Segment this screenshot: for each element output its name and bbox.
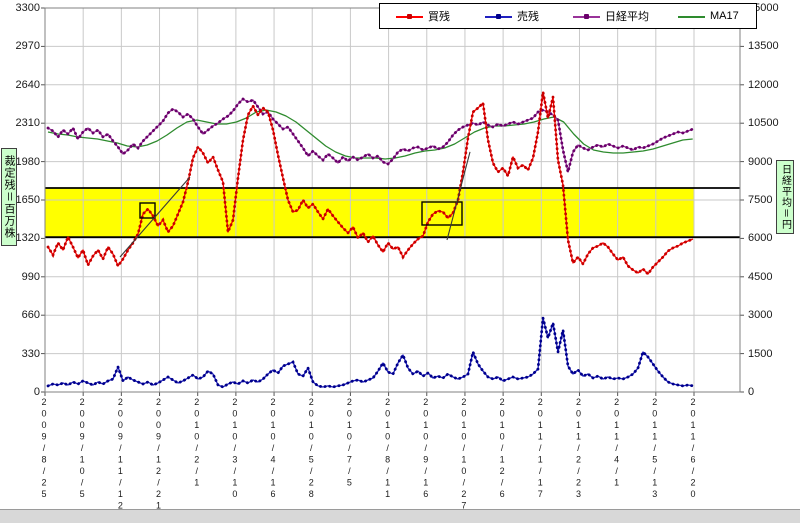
- x-axis-date-label: 2011/4/1: [611, 397, 622, 489]
- x-axis-date-label: 2010/2/1: [191, 397, 202, 489]
- x-axis-date-label: 2011/2/23: [573, 397, 584, 501]
- y-axis-tick-label-right: 9000: [748, 155, 773, 168]
- legend-label: 売残: [517, 11, 539, 23]
- x-axis-date-label: 2010/12/6: [497, 397, 508, 501]
- y-axis-tick-label-right: 3000: [748, 309, 773, 322]
- buy-balance-line-swatch: [396, 12, 423, 21]
- x-axis-date-label: 2010/3/10: [229, 397, 240, 501]
- nikkei-line-swatch: [573, 12, 600, 21]
- legend-item-ma17: MA17: [678, 4, 739, 28]
- y-axis-tick-label-right: 13500: [748, 40, 779, 53]
- legend-item-nikkei: 日経平均: [573, 4, 649, 28]
- legend-item-buy-balance: 買残: [396, 4, 450, 28]
- legend: 買残 売残 日経平均 MA17: [379, 3, 757, 29]
- legend-label: MA17: [710, 10, 739, 22]
- legend-label: 買残: [428, 11, 450, 23]
- x-axis-date-label: 2010/9/16: [420, 397, 431, 501]
- x-axis-date-label: 2009/8/25: [39, 397, 49, 501]
- y-axis-tick-label-right: 4500: [748, 270, 773, 283]
- y-axis-tick-label-right: 6000: [748, 232, 773, 245]
- series-markers-売残: [46, 317, 695, 389]
- y-axis-tick-label-left: 990: [21, 270, 40, 283]
- annotation-trendline: [446, 151, 471, 241]
- y-axis-tick-label-left: 1650: [15, 194, 40, 206]
- x-axis-date-label: 2010/8/11: [382, 397, 393, 501]
- y-axis-tick-label-right: 10500: [748, 117, 779, 130]
- x-axis-date-label: 2011/1/17: [535, 397, 546, 501]
- y-axis-tick-label-left: 2640: [15, 78, 40, 91]
- series-markers-買残: [46, 91, 695, 277]
- y-axis-tick-label-left: 3300: [15, 2, 40, 14]
- right-axis-title: 日経平均＝円: [776, 160, 794, 234]
- annotation-trendline: [119, 176, 191, 258]
- y-axis-tick-label-left: 660: [21, 309, 40, 322]
- y-axis-tick-label-left: 1980: [15, 155, 40, 168]
- y-axis-tick-label-left: 330: [21, 347, 40, 360]
- series-markers-日経平均: [46, 97, 695, 173]
- y-axis-tick-label-left: 2970: [15, 40, 40, 53]
- y-axis-tick-label-right: 0: [748, 386, 755, 398]
- y-axis-tick-label-left: 2310: [15, 117, 40, 130]
- series-line-日経平均: [47, 98, 694, 173]
- y-axis-tick-label-right: 7500: [748, 194, 773, 206]
- x-axis-date-label: 2009/11/12: [115, 397, 126, 512]
- y-axis-tick-label-right: 1500: [748, 347, 773, 360]
- window-bottom-bar: [0, 509, 800, 523]
- annotation-box: [139, 202, 156, 219]
- series-line-MA17: [47, 109, 693, 160]
- x-axis-date-label: 2010/10/27: [458, 397, 469, 512]
- y-axis-tick-label-right: 12000: [748, 78, 779, 91]
- x-axis-date-label: 2011/5/13: [649, 397, 660, 501]
- y-axis-tick-label-left: 1320: [15, 232, 40, 245]
- legend-item-sell-balance: 売残: [485, 4, 539, 28]
- x-axis-date-label: 2009/12/21: [153, 397, 164, 512]
- left-axis-title: 裁定残＝百万株: [1, 148, 17, 246]
- legend-label: 日経平均: [605, 11, 649, 23]
- ma17-line-swatch: [678, 12, 705, 21]
- y-axis-tick-label-left: 0: [33, 386, 40, 398]
- annotation-box: [421, 201, 463, 226]
- x-axis-date-label: 2010/7/5: [344, 397, 355, 489]
- x-axis-date-label: 2010/5/28: [306, 397, 317, 501]
- x-axis-date-label: 2009/10/5: [77, 397, 88, 501]
- x-axis-date-label: 2011/6/20: [688, 397, 698, 501]
- x-axis-date-label: 2010/4/16: [268, 397, 279, 501]
- sell-balance-line-swatch: [485, 12, 512, 21]
- highlight-band: [45, 188, 694, 238]
